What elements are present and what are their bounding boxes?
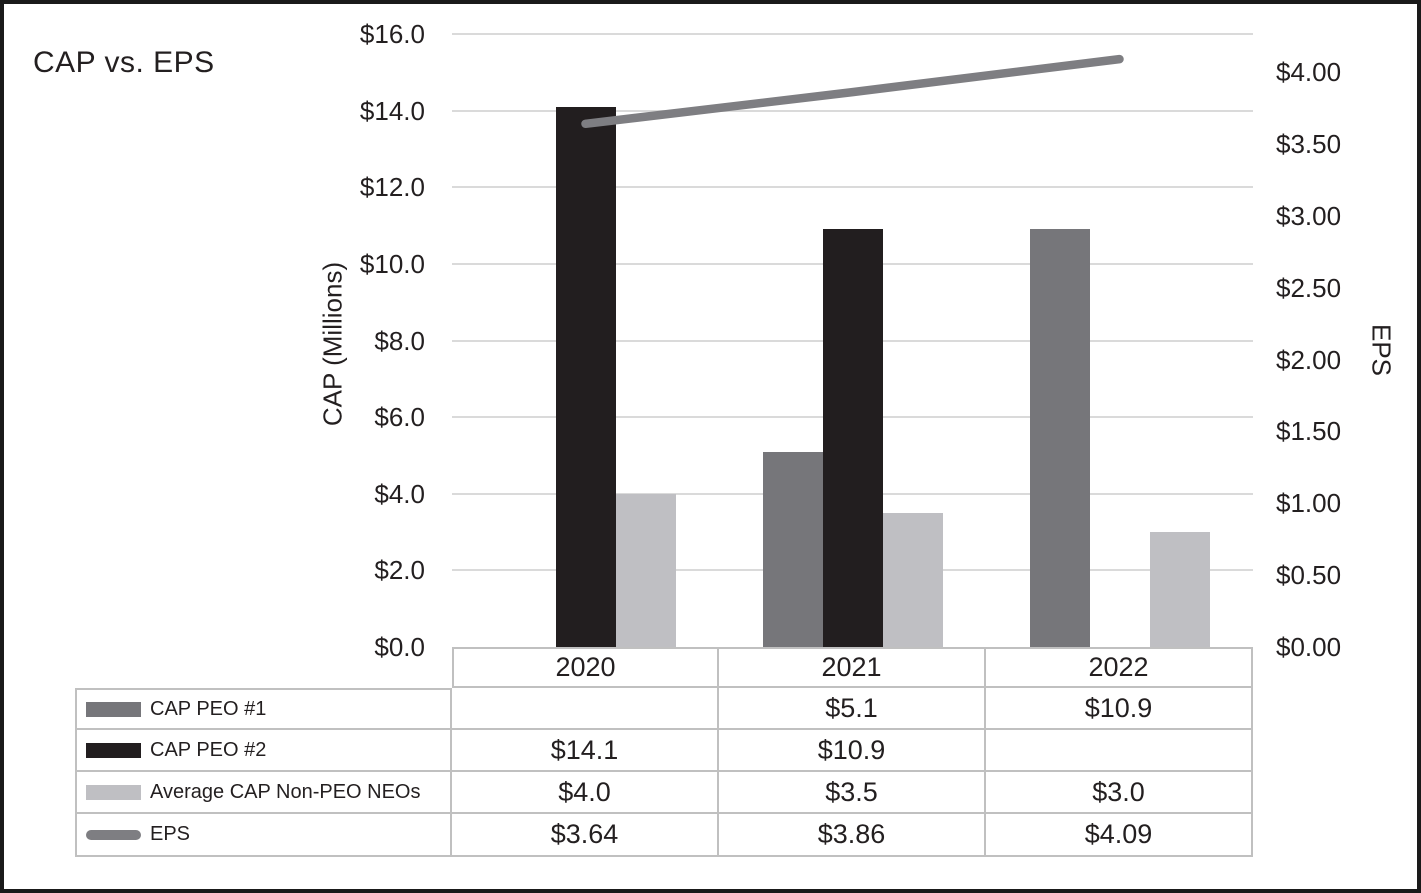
value-cap-peo-1-2021: $5.1	[719, 688, 986, 730]
bar-cap-peo-1-2022	[1029, 229, 1090, 647]
data-table: 2020 2021 2022 CAP PEO #1 $5.1 $10.9 CAP PEO #…	[75, 647, 1253, 857]
gridline	[452, 33, 1253, 35]
value-eps-2020: $3.64	[452, 814, 719, 857]
y-axis-tick-right: $3.00	[1276, 200, 1342, 231]
series-label: CAP PEO #1	[150, 697, 267, 720]
table-corner-cell	[75, 647, 452, 688]
cap-peo-1-swatch	[86, 701, 141, 717]
y-axis-tick-right: $0.00	[1276, 632, 1342, 662]
average-cap-non-peo-neos-swatch	[86, 784, 141, 800]
y-axis-tick-right: $2.00	[1276, 344, 1342, 375]
y-axis-tick-right: $4.00	[1276, 57, 1342, 87]
value-average-cap-non-peo-neos-2021: $3.5	[719, 772, 986, 814]
value-average-cap-non-peo-neos-2020: $4.0	[452, 772, 719, 814]
chart-title: CAP vs. EPS	[33, 46, 215, 79]
series-label: Average CAP Non-PEO NEOs	[150, 780, 421, 803]
y-axis-tick-left: $12.0	[359, 172, 425, 203]
y-axis-tick-left: $14.0	[359, 95, 425, 126]
value-cap-peo-2-2022	[986, 730, 1253, 772]
bar-cap-peo-2-2020	[555, 106, 616, 647]
value-cap-peo-1-2022: $10.9	[986, 688, 1253, 730]
value-eps-2021: $3.86	[719, 814, 986, 857]
value-cap-peo-1-2020	[452, 688, 719, 730]
y-axis-tick-left: $6.0	[374, 402, 425, 433]
y-axis-tick-right: $2.50	[1276, 272, 1342, 303]
gridline	[452, 186, 1253, 189]
value-eps-2022: $4.09	[986, 814, 1253, 857]
y-axis-tick-left: $16.0	[359, 19, 425, 49]
bar-average-cap-non-peo-neos-2021	[882, 512, 943, 647]
bar-average-cap-non-peo-neos-2020	[615, 493, 676, 648]
legend-cell-cap-peo-2: CAP PEO #2	[75, 730, 452, 772]
cap-peo-2-swatch	[86, 742, 141, 758]
year-header-2022: 2022	[986, 647, 1253, 688]
y-axis-tick-right: $1.00	[1276, 488, 1342, 519]
y-axis-tick-right: $3.50	[1276, 128, 1342, 159]
year-header-2021: 2021	[719, 647, 986, 688]
series-label: EPS	[150, 823, 191, 845]
y-axis-tick-left: $4.0	[374, 478, 425, 509]
legend-cell-cap-peo-1: CAP PEO #1	[75, 688, 452, 730]
y-axis-tick-right: $1.50	[1276, 416, 1342, 447]
bar-cap-peo-2-2021	[822, 229, 883, 647]
series-label: CAP PEO #2	[150, 738, 267, 761]
y-axis-tick-left: $10.0	[359, 248, 425, 279]
bar-cap-peo-1-2021	[762, 451, 823, 647]
y-axis-tick-left: $0.0	[374, 632, 425, 662]
legend-cell-average-cap-non-peo-neos: Average CAP Non-PEO NEOs	[75, 772, 452, 814]
value-cap-peo-2-2021: $10.9	[719, 730, 986, 772]
bar-average-cap-non-peo-neos-2022	[1149, 532, 1210, 647]
year-header-2020: 2020	[452, 647, 719, 688]
y-axis-tick-right: $0.50	[1276, 560, 1342, 591]
y-axis-tick-left: $2.0	[374, 555, 425, 586]
eps-line	[581, 54, 1124, 129]
legend-cell-eps: EPS	[75, 814, 452, 857]
value-average-cap-non-peo-neos-2022: $3.0	[986, 772, 1253, 814]
eps-swatch	[86, 829, 141, 840]
y-axis-tick-left: $8.0	[374, 325, 425, 356]
value-cap-peo-2-2020: $14.1	[452, 730, 719, 772]
